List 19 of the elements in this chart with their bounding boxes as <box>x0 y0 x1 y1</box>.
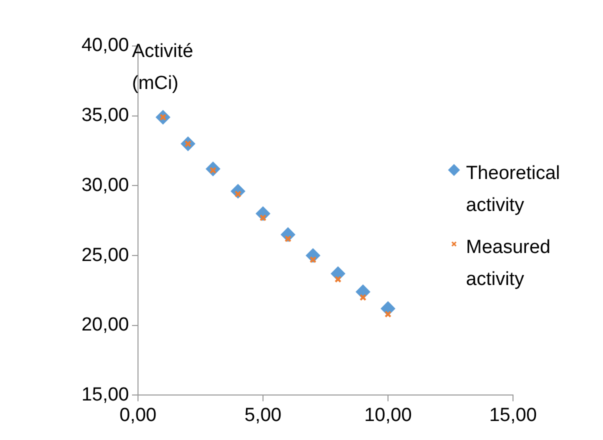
y-tick-label: 30,00 <box>81 174 129 196</box>
point <box>360 294 366 301</box>
x-tick-label: 15,00 <box>489 404 537 426</box>
point <box>384 310 392 318</box>
point <box>284 235 292 242</box>
y-axis-title: Activité (mCi) <box>132 40 194 96</box>
y-tick-label: 35,00 <box>81 105 129 126</box>
point <box>334 276 342 283</box>
y-tick-label: 40,00 <box>81 35 129 56</box>
y-tick-label: 20,00 <box>81 314 129 336</box>
x-tick-label: 5,00 <box>244 404 282 426</box>
y-tick-label: 25,00 <box>81 244 129 266</box>
legend-label: Theoretical activity <box>466 162 561 218</box>
point <box>260 214 266 222</box>
x-tick-label: 0,00 <box>120 404 156 426</box>
x-tick-label: 10,00 <box>364 404 412 426</box>
y-tick-label: 15,00 <box>81 384 129 406</box>
point <box>310 256 316 264</box>
legend-label: Measured activity <box>466 236 552 292</box>
